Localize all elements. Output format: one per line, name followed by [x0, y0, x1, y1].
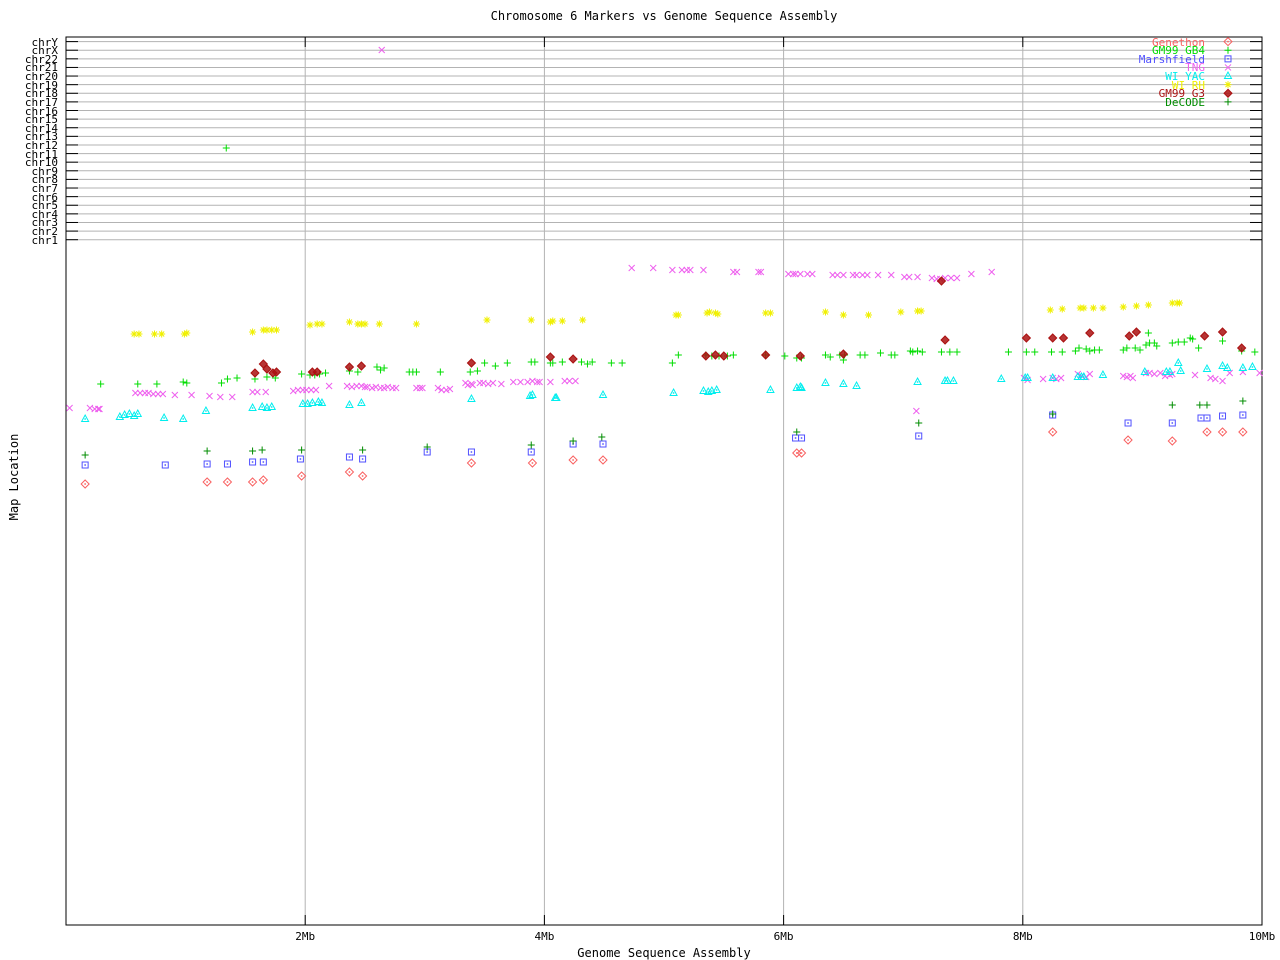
series-gm99-g3	[250, 276, 1247, 378]
y-tick-label-chrY: chrY	[31, 35, 59, 49]
y-tick-label-chr17: chr17	[24, 95, 58, 109]
y-tick-label-chr9: chr9	[31, 164, 59, 178]
axis-ticks	[66, 37, 1262, 925]
y-tick-label-chr4: chr4	[31, 207, 59, 221]
legend-markers	[1223, 36, 1233, 106]
chart-title: Chromosome 6 Markers vs Genome Sequence …	[490, 9, 838, 23]
y-tick-label-chr3: chr3	[31, 216, 59, 230]
y-tick-label-chr18: chr18	[24, 87, 58, 101]
legend-item-wi-rh: WI RH	[1171, 78, 1205, 92]
y-tick-label-chr12: chr12	[24, 138, 58, 152]
x-tick-label-8mb: 8Mb	[1012, 930, 1033, 943]
y-tick-label-chr22: chr22	[24, 52, 58, 66]
y-tick-label-chr6: chr6	[31, 190, 59, 204]
legend-item-marshfield: Marshfield	[1138, 52, 1205, 66]
y-tick-label-chr14: chr14	[24, 121, 58, 135]
legend-item-tng: TNG	[1185, 61, 1205, 75]
series-wi-rh	[130, 299, 1183, 338]
y-tick-label-chr21: chr21	[24, 61, 58, 75]
legend-item-decode: DeCODE	[1165, 95, 1205, 109]
legend-item-wi-yac: WI YAC	[1165, 70, 1205, 84]
x-tick-label-10mb: 10Mb	[1248, 930, 1276, 943]
y-tick-label-chr20: chr20	[24, 70, 58, 84]
y-tick-label-chr19: chr19	[24, 78, 58, 92]
x-axis-label: Genome Sequence Assembly	[577, 946, 751, 960]
y-tick-label-chr15: chr15	[24, 113, 58, 127]
y-tick-label-chr1: chr1	[31, 233, 59, 247]
series-wi-yac	[80, 357, 1257, 422]
plot-border	[65, 36, 1263, 926]
legend-item-gm99-gb4: GM99 GB4	[1152, 44, 1205, 58]
x-tick-label-6mb: 6Mb	[773, 930, 794, 943]
y-tick-label-chr11: chr11	[24, 147, 58, 161]
gridlines	[66, 37, 1262, 925]
y-tick-label-chr2: chr2	[31, 225, 59, 239]
series-genethon	[80, 427, 1248, 489]
y-tick-label-chr13: chr13	[24, 130, 58, 144]
y-tick-label-chr8: chr8	[31, 173, 59, 187]
legend-item-gm99-g3: GM99 G3	[1158, 87, 1205, 101]
y-tick-label-chr7: chr7	[31, 182, 59, 196]
series-marshfield	[81, 411, 1247, 469]
y-tick-label-chrX: chrX	[31, 44, 59, 58]
y-axis-label: Map Location	[7, 433, 21, 521]
legend-item-genethon: Genethon	[1152, 35, 1205, 49]
y-tick-label-chr5: chr5	[31, 199, 59, 213]
y-tick-label-chr10: chr10	[24, 156, 58, 170]
y-tick-label-chr16: chr16	[24, 104, 58, 118]
x-tick-label-4mb: 4Mb	[534, 930, 555, 943]
x-tick-label-2mb: 2Mb	[295, 930, 316, 943]
series-decode	[81, 397, 1247, 459]
series-gm99-gb4	[97, 144, 1259, 388]
